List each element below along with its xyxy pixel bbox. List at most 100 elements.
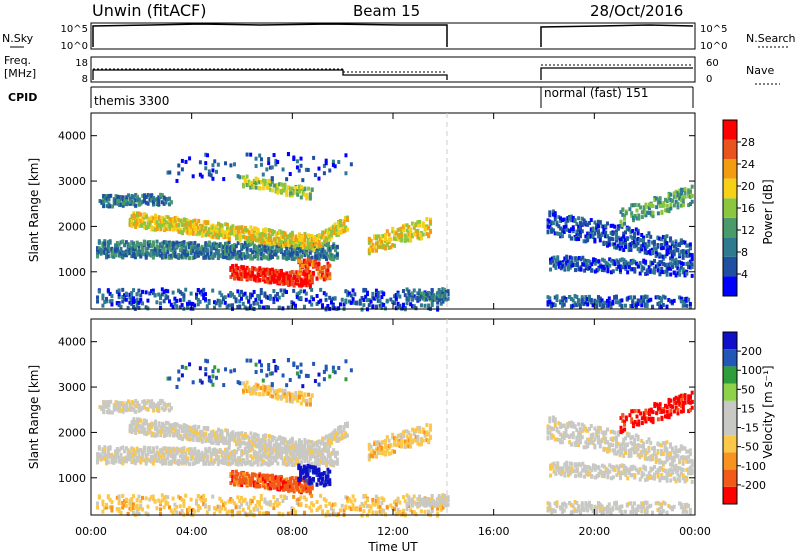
velocity-cell bbox=[242, 458, 246, 463]
power-cell bbox=[141, 218, 145, 223]
velocity-cell bbox=[155, 445, 159, 450]
power-cell bbox=[236, 250, 240, 255]
power-cell bbox=[405, 223, 409, 228]
power-cell bbox=[640, 215, 644, 220]
power-cell bbox=[261, 253, 265, 258]
power-cell bbox=[678, 260, 682, 265]
power-cell bbox=[681, 303, 685, 308]
velocity-cell bbox=[143, 419, 147, 424]
power-cell bbox=[325, 256, 329, 261]
power-cell bbox=[311, 271, 315, 276]
power-cell bbox=[202, 228, 206, 233]
power-cell bbox=[238, 299, 242, 304]
power-cell bbox=[102, 195, 106, 200]
power-cell bbox=[182, 243, 186, 248]
power-cell bbox=[171, 250, 175, 255]
power-cell bbox=[308, 238, 312, 243]
power-cell bbox=[102, 200, 106, 205]
velocity-cell bbox=[243, 449, 247, 454]
power-cell bbox=[555, 222, 559, 227]
power-cell bbox=[629, 295, 633, 300]
power-cell bbox=[604, 241, 608, 246]
power-cell bbox=[152, 226, 156, 231]
power-cell bbox=[302, 259, 306, 264]
power-cell bbox=[225, 245, 229, 250]
power-cell bbox=[299, 245, 303, 250]
colorbar-swatch bbox=[723, 237, 737, 257]
velocity-cell bbox=[247, 442, 251, 447]
power-cell bbox=[263, 271, 267, 276]
power-cell bbox=[371, 247, 375, 252]
power-cell bbox=[144, 253, 148, 258]
velocity-cell bbox=[124, 446, 128, 451]
power-cell bbox=[204, 297, 208, 302]
power-cell bbox=[240, 277, 244, 282]
power-cell bbox=[294, 189, 298, 194]
power-cell bbox=[143, 199, 147, 204]
velocity-cell bbox=[117, 459, 121, 464]
power-cell bbox=[279, 182, 283, 187]
velocity-cell bbox=[121, 445, 125, 450]
power-cell bbox=[645, 304, 649, 309]
velocity-cell bbox=[133, 450, 137, 455]
power-cell bbox=[349, 162, 353, 167]
power-cell bbox=[164, 288, 168, 293]
power-cell bbox=[144, 290, 148, 295]
power-cell bbox=[106, 249, 110, 254]
power-cell bbox=[342, 221, 346, 226]
power-cell bbox=[279, 242, 283, 247]
power-cell bbox=[362, 303, 366, 308]
velocity-cell bbox=[141, 450, 145, 455]
power-cell bbox=[611, 232, 615, 237]
power-cell bbox=[152, 216, 156, 221]
power-cell bbox=[688, 259, 692, 264]
velocity-cell bbox=[245, 441, 249, 446]
power-cell bbox=[231, 268, 235, 273]
power-cell bbox=[436, 305, 440, 310]
velocity-cell bbox=[242, 440, 246, 445]
power-cell bbox=[678, 188, 682, 193]
power-cell bbox=[148, 252, 152, 257]
power-cell bbox=[687, 194, 691, 199]
velocity-cell bbox=[195, 431, 199, 436]
power-cell bbox=[142, 252, 146, 257]
power-cell bbox=[267, 246, 271, 251]
power-cell bbox=[349, 300, 353, 305]
power-cell bbox=[270, 179, 274, 184]
power-cell bbox=[242, 273, 246, 278]
power-cell bbox=[631, 241, 635, 246]
power-cell bbox=[687, 265, 691, 270]
power-cell bbox=[323, 254, 327, 259]
velocity-cell bbox=[184, 451, 188, 456]
power-cell bbox=[669, 192, 673, 197]
power-cell bbox=[266, 305, 270, 310]
power-cell bbox=[304, 264, 308, 269]
power-cell bbox=[674, 199, 678, 204]
velocity-cell bbox=[130, 452, 134, 457]
velocity-cell bbox=[184, 431, 188, 436]
velocity-cell bbox=[206, 438, 210, 443]
velocity-cell bbox=[191, 454, 195, 459]
power-cell bbox=[216, 298, 220, 303]
power-cell bbox=[582, 239, 586, 244]
power-cell bbox=[319, 298, 323, 303]
power-cell bbox=[132, 202, 136, 207]
power-cell bbox=[278, 236, 282, 241]
power-cell bbox=[655, 205, 659, 210]
power-cell bbox=[281, 167, 285, 172]
power-cell bbox=[252, 254, 256, 259]
power-cell bbox=[325, 252, 329, 257]
power-cell bbox=[290, 300, 294, 305]
power-cell bbox=[685, 271, 689, 276]
power-cell bbox=[223, 295, 227, 300]
power-cell bbox=[283, 250, 287, 255]
power-cell bbox=[393, 236, 396, 241]
velocity-cell bbox=[294, 456, 298, 461]
velocity-cell bbox=[319, 455, 323, 460]
power-cell bbox=[213, 225, 217, 230]
power-cell bbox=[196, 302, 200, 307]
velocity-cell bbox=[236, 442, 240, 447]
power-cell bbox=[670, 299, 674, 304]
power-cell bbox=[162, 250, 166, 255]
power-cell bbox=[676, 193, 680, 198]
